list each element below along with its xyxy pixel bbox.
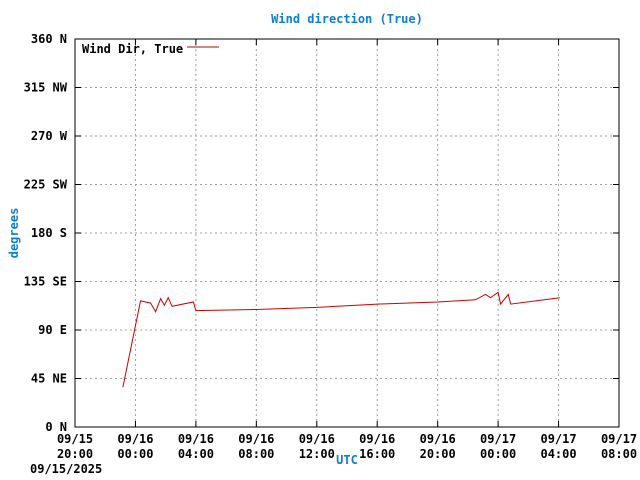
x-tick-label-time: 00:00 <box>480 447 516 461</box>
x-tick-label-time: 20:00 <box>420 447 456 461</box>
series-layer <box>122 291 560 388</box>
date-label: 09/15/2025 <box>30 462 102 476</box>
x-tick-label-time: 04:00 <box>540 447 576 461</box>
grid <box>75 39 619 427</box>
x-tick-label-time: 00:00 <box>117 447 153 461</box>
y-axis-label: degrees <box>7 208 21 259</box>
x-tick-label-date: 09/15 <box>57 432 93 446</box>
x-tick-label-date: 09/17 <box>601 432 637 446</box>
x-tick-label-time: 20:00 <box>57 447 93 461</box>
x-axis: 09/1520:0009/1600:0009/1604:0009/1608:00… <box>57 39 637 461</box>
legend: Wind Dir, True <box>82 42 219 56</box>
x-tick-label-date: 09/16 <box>178 432 214 446</box>
y-tick-label: 270 W <box>31 129 68 143</box>
x-tick-label-date: 09/16 <box>299 432 335 446</box>
chart-title: Wind direction (True) <box>271 12 423 26</box>
x-tick-label-date: 09/17 <box>540 432 576 446</box>
x-axis-label: UTC <box>336 453 358 467</box>
y-tick-label: 315 NW <box>24 81 68 95</box>
x-tick-label-date: 09/16 <box>117 432 153 446</box>
y-tick-label: 135 SE <box>24 275 67 289</box>
y-tick-label: 360 N <box>31 32 67 46</box>
x-tick-label-date: 09/17 <box>480 432 516 446</box>
x-tick-label-date: 09/16 <box>359 432 395 446</box>
x-tick-label-time: 04:00 <box>178 447 214 461</box>
y-tick-label: 45 NE <box>31 372 67 386</box>
series-line-wind-dir <box>122 291 560 388</box>
y-tick-label: 0 N <box>45 420 67 434</box>
y-axis: 0 N 45 NE 90 E 135 SE 180 S 225 SW 270 W 315 NW… <box>24 32 619 434</box>
x-tick-label-time: 16:00 <box>359 447 395 461</box>
x-tick-label-time: 12:00 <box>299 447 335 461</box>
x-tick-label-time: 08:00 <box>238 447 274 461</box>
y-tick-label: 180 S <box>31 226 67 240</box>
legend-label: Wind Dir, True <box>82 42 183 56</box>
x-tick-label-time: 08:00 <box>601 447 637 461</box>
x-tick-label-date: 09/16 <box>238 432 274 446</box>
x-tick-label-date: 09/16 <box>420 432 456 446</box>
y-tick-label: 225 SW <box>24 178 68 192</box>
y-tick-label: 90 E <box>38 323 67 337</box>
